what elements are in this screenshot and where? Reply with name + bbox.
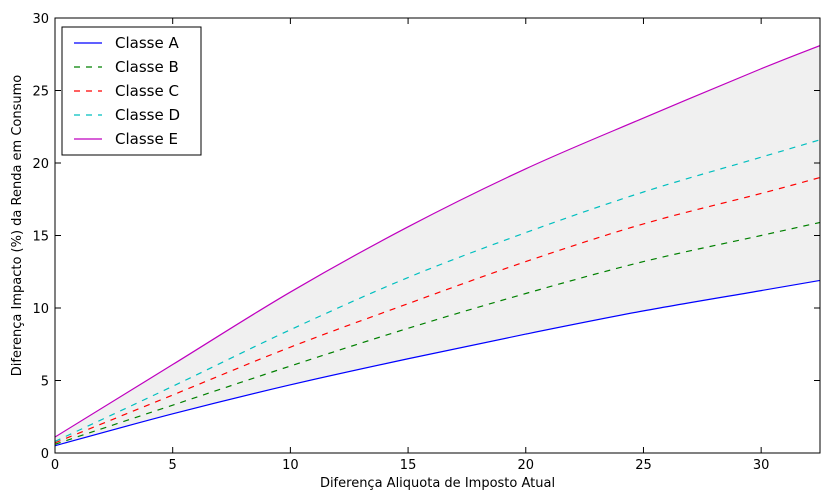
series-line-classe-c: [55, 176, 820, 444]
y-tick-label: 30: [32, 12, 49, 27]
y-tick-label: 0: [41, 447, 49, 462]
plot-area: 0 5 10 15 20 25 30 0 5 10 15 20 25 30 Classe A Classe B…: [32, 12, 821, 473]
legend-box: [61, 26, 202, 156]
legend-item-label: Classe A: [115, 34, 179, 52]
x-tick-label: 0: [51, 458, 59, 473]
y-tick-label: 25: [32, 85, 49, 100]
x-tick-label: 25: [635, 458, 652, 473]
shaded-region: [55, 45, 820, 446]
legend-item-label: Classe B: [115, 58, 179, 76]
series-line-classe-e: [55, 44, 820, 438]
series-line-classe-a: [55, 279, 820, 447]
series-line-classe-d: [55, 139, 820, 442]
legend-item-label: Classe D: [115, 106, 180, 124]
x-axis-label: Diferença Aliquota de Imposto Atual: [320, 476, 555, 490]
x-tick-label: 5: [169, 458, 177, 473]
y-tick-label: 20: [32, 157, 49, 172]
y-tick-label: 10: [32, 302, 49, 317]
legend-item-label: Classe C: [115, 82, 179, 100]
legend: Classe A Classe B Classe C Classe D Classe E: [61, 26, 202, 156]
y-tick-label: 15: [32, 230, 49, 245]
x-tick-label: 15: [400, 458, 417, 473]
y-tick-label: 5: [41, 375, 49, 390]
x-tick-label: 30: [753, 458, 770, 473]
legend-item-label: Classe E: [115, 130, 178, 148]
x-tick-label: 10: [282, 458, 299, 473]
y-axis-label: Diferença Impacto (%) da Renda em Consum…: [10, 75, 25, 377]
x-tick-label: 20: [517, 458, 534, 473]
